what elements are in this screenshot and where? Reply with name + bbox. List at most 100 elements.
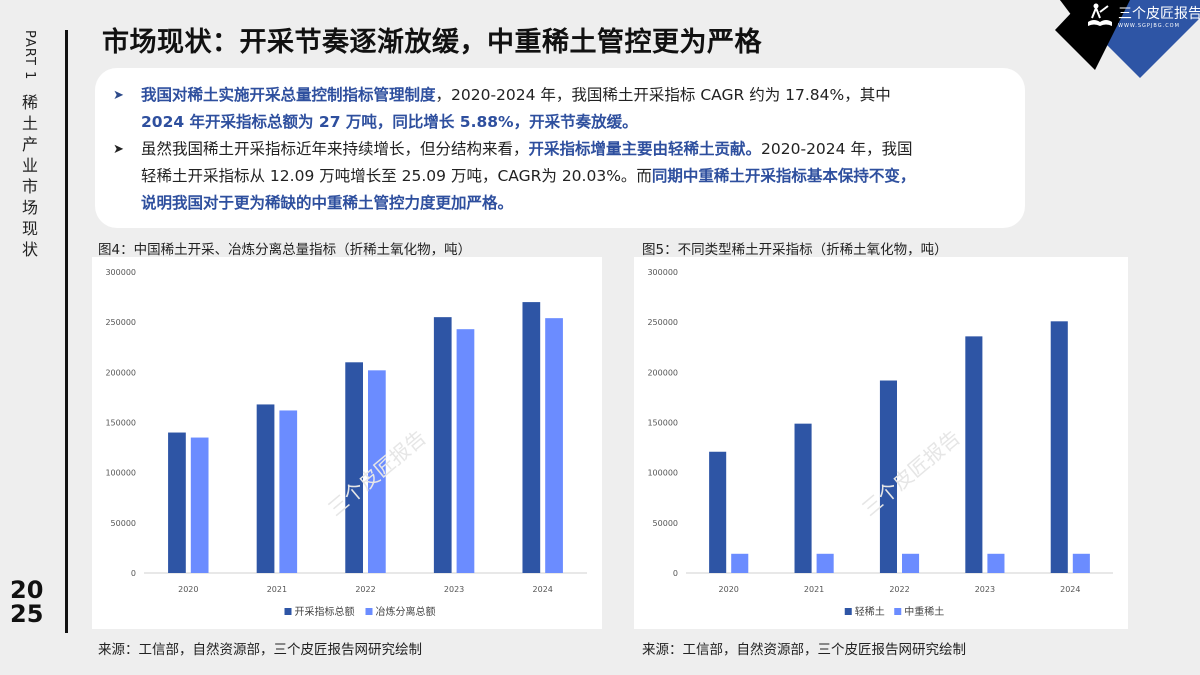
bar-冶炼分离总额 [368,370,386,573]
bar-冶炼分离总额 [545,318,563,573]
y-tick-label: 150000 [647,419,678,428]
legend-swatch [365,608,373,615]
watermark: 三个皮匠报告 [857,425,964,521]
figure5-chart: 0 50000 100000 150000 200000 250000 300000 2020… [634,257,1128,629]
y-tick-label: 300000 [105,268,136,277]
sidebar-divider [65,30,68,633]
figure4-source: 来源：工信部，自然资源部，三个皮匠报告网研究绘制 [98,642,422,658]
bar-中重稀土 [816,553,834,573]
y-tick-label: 250000 [105,318,136,327]
bar-中重稀土 [731,553,749,573]
summary-card: ➤ 我国对稀土实施开采总量控制指标管理制度，2020-2024 年，我国稀土开采指… [95,68,1025,228]
logo-text: 三个皮匠报告 [1118,6,1200,22]
section-title-char: 状 [21,240,38,259]
body-text: 虽然我国稀土开采指标近年来持续增长，但分结构来看， [141,140,529,158]
bar-中重稀土 [902,553,920,573]
legend-label: 轻稀土 [855,605,885,618]
highlight-text: 同期中重稀土开采指标基本保持不变， [651,167,916,185]
bar-轻稀土 [709,451,727,573]
bar-开采指标总额 [433,317,452,573]
y-tick-label: 150000 [105,419,136,428]
body-text: 轻稀土开采指标从 12.09 万吨增长至 25.09 万吨，CAGR为 20.0… [141,167,652,185]
highlight-text: 开采指标增量主要由轻稀土贡献。 [528,140,762,158]
bullet-arrow-icon: ➤ [113,142,124,157]
section-title: 稀土产业市场现状 [20,92,40,260]
y-tick-label: 100000 [647,469,678,478]
bar-轻稀土 [794,423,812,573]
x-tick-label: 2024 [1060,585,1080,594]
logo-book-icon [1088,3,1112,26]
body-text: ，2020-2024 年，我国稀土开采指标 CAGR 约为 17.84%，其中 [435,86,891,104]
x-tick-label: 2023 [975,585,995,594]
x-tick-label: 2020 [178,585,198,594]
legend-label: 开采指标总额 [295,605,355,618]
bullet-arrow-icon [113,163,141,190]
bar-轻稀土 [1050,321,1068,573]
summary-line: ➤ 虽然我国稀土开采指标近年来持续增长，但分结构来看，开采指标增量主要由轻稀土贡献… [113,136,1005,163]
section-title-char: 土 [21,114,38,133]
chart-legend: 开采指标总额 冶炼分离总额 [284,605,436,618]
figure5-svg: 0 50000 100000 150000 200000 250000 300000 2020… [647,268,1113,618]
y-tick-label: 100000 [105,469,136,478]
x-tick-label: 2024 [533,585,553,594]
figure4-svg: 0 50000 100000 150000 200000 250000 300000 2020… [105,268,587,618]
highlight-text: 说明我国对于更为稀缺的中重稀土管控力度更加严格。 [141,194,514,212]
legend-swatch [894,608,902,615]
bar-开采指标总额 [345,362,363,573]
year-top: 20 [10,576,44,604]
bar-轻稀土 [879,380,897,573]
logo-url: WWW.SGPJBG.COM [1118,23,1180,29]
bar-轻稀土 [965,336,983,573]
legend-swatch [284,608,292,615]
y-tick-label: 50000 [653,519,678,528]
figure5-source: 来源：工信部，自然资源部，三个皮匠报告网研究绘制 [642,642,966,658]
figure5-caption: 图5：不同类型稀土开采指标（折稀土氧化物，吨） [642,242,948,258]
section-title-char: 业 [21,156,38,175]
y-tick-label: 200000 [105,368,136,377]
legend-label: 冶炼分离总额 [376,605,436,618]
y-tick-label: 0 [673,569,678,578]
bar-冶炼分离总额 [190,437,209,573]
year-label: 20 25 [10,578,43,626]
bar-冶炼分离总额 [456,329,475,573]
section-title-char: 稀 [21,93,38,112]
bar-中重稀土 [1072,553,1090,573]
bar-开采指标总额 [522,302,541,573]
legend-label: 中重稀土 [904,605,944,618]
y-tick-label: 0 [131,569,136,578]
highlight-text: 我国对稀土实施开采总量控制指标管理制度 [141,86,436,104]
bar-开采指标总额 [256,404,275,573]
chart-legend: 轻稀土 中重稀土 [844,605,944,618]
section-title-char: 场 [21,198,38,217]
x-tick-label: 2020 [719,585,739,594]
y-tick-label: 200000 [647,368,678,377]
y-tick-label: 250000 [647,318,678,327]
part-label: PART 1 [22,30,37,81]
bar-中重稀土 [987,553,1005,573]
bullet-arrow-icon: ➤ [113,88,124,103]
summary-line: ➤ 我国对稀土实施开采总量控制指标管理制度，2020-2024 年，我国稀土开采指… [113,82,1005,109]
year-bottom: 25 [10,600,44,628]
y-tick-label: 50000 [111,519,136,528]
bullet-arrow-icon [113,190,141,217]
figure4-chart: 0 50000 100000 150000 200000 250000 300000 2020… [92,257,602,629]
figure4-caption: 图4：中国稀土开采、冶炼分离总量指标（折稀土氧化物，吨） [98,242,472,258]
bullet-arrow-icon [113,109,141,136]
x-tick-label: 2021 [267,585,287,594]
summary-line: 2024 年开采指标总额为 27 万吨，同比增长 5.88%，开采节奏放缓。 [113,109,1005,136]
bar-冶炼分离总额 [279,410,298,573]
x-tick-label: 2023 [444,585,464,594]
bar-开采指标总额 [168,432,186,573]
section-title-char: 现 [21,219,38,238]
brand-logo: 三个皮匠报告 WWW.SGPJBG.COM [1055,0,1200,78]
summary-line: 说明我国对于更为稀缺的中重稀土管控力度更加严格。 [113,190,1005,217]
x-tick-label: 2021 [804,585,824,594]
x-tick-label: 2022 [355,585,375,594]
legend-swatch [844,608,852,615]
summary-line: 轻稀土开采指标从 12.09 万吨增长至 25.09 万吨，CAGR为 20.0… [113,163,1005,190]
body-text: 2020-2024 年，我国 [761,140,913,158]
highlight-text: 2024 年开采指标总额为 27 万吨，同比增长 5.88%，开采节奏放缓。 [141,113,638,131]
section-title-char: 市 [21,177,38,196]
section-title-char: 产 [21,135,38,154]
page-title: 市场现状：开采节奏逐渐放缓，中重稀土管控更为严格 [102,27,762,58]
